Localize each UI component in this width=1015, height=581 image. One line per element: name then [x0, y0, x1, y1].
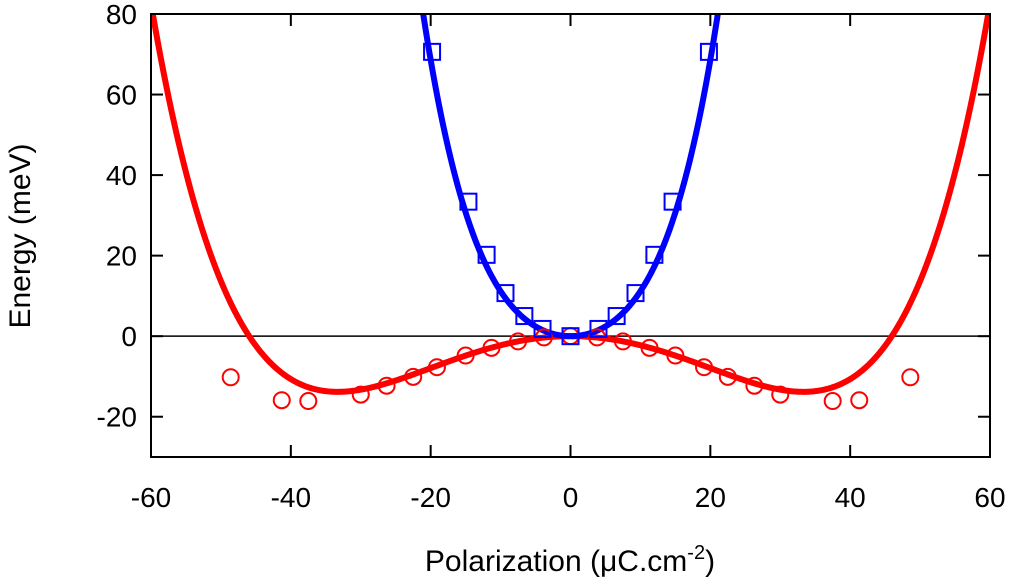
- x-axis-title: Polarization (μC.cm-2): [425, 542, 715, 578]
- x-tick-label: 60: [974, 482, 1005, 513]
- y-tick-label: -20: [97, 402, 137, 433]
- x-tick-label: -60: [131, 482, 171, 513]
- double-well-data-point: [299, 392, 318, 411]
- single-well-data-point: [515, 307, 534, 326]
- y-tick-label: 20: [106, 241, 137, 272]
- x-tick-label: -20: [410, 482, 450, 513]
- double-well-data-point: [221, 368, 240, 387]
- double-well-data-point: [404, 367, 423, 386]
- y-tick-label: 80: [106, 0, 137, 30]
- y-tick-label: 60: [106, 80, 137, 111]
- single-well-data-point: [645, 245, 664, 264]
- double-well-data-point: [718, 367, 737, 386]
- double-well-data-point: [482, 338, 501, 357]
- double-well-data-point: [613, 332, 632, 351]
- single-well-fit-curve: [420, 14, 721, 340]
- y-axis-title: Energy (meV): [4, 143, 37, 328]
- single-well-data-point: [589, 319, 608, 338]
- y-tick-label: 0: [121, 321, 137, 352]
- double-well-data-point: [509, 332, 528, 351]
- double-well-data-point: [427, 358, 446, 377]
- single-well-data-point: [699, 42, 718, 61]
- double-well-data-point: [771, 385, 790, 404]
- x-tick-label: 0: [563, 482, 579, 513]
- x-tick-label: 40: [835, 482, 866, 513]
- single-well-data-point: [533, 319, 552, 338]
- double-well-data-point: [695, 358, 714, 377]
- x-tick-label: 20: [695, 482, 726, 513]
- double-well-data-point: [351, 385, 370, 404]
- double-well-data-point: [456, 346, 475, 365]
- single-well-data-point: [477, 245, 496, 264]
- single-well-data-point: [561, 327, 580, 346]
- single-well-data-point: [423, 42, 442, 61]
- double-well-data-point: [901, 368, 920, 387]
- single-well-data-point: [663, 192, 682, 211]
- double-well-data-point: [745, 376, 764, 395]
- double-well-data-point: [272, 391, 291, 410]
- y-tick-label: 40: [106, 160, 137, 191]
- single-well-data-point: [496, 284, 515, 303]
- double-well-data-point: [640, 338, 659, 357]
- double-well-data-point: [850, 391, 869, 410]
- single-well-data-point: [626, 284, 645, 303]
- single-well-data-point: [459, 192, 478, 211]
- single-well-data-point: [607, 307, 626, 326]
- x-tick-label: -40: [271, 482, 311, 513]
- double-well-data-point: [823, 392, 842, 411]
- double-well-data-point: [666, 346, 685, 365]
- double-well-data-point: [377, 376, 396, 395]
- plot-frame: [150, 13, 991, 458]
